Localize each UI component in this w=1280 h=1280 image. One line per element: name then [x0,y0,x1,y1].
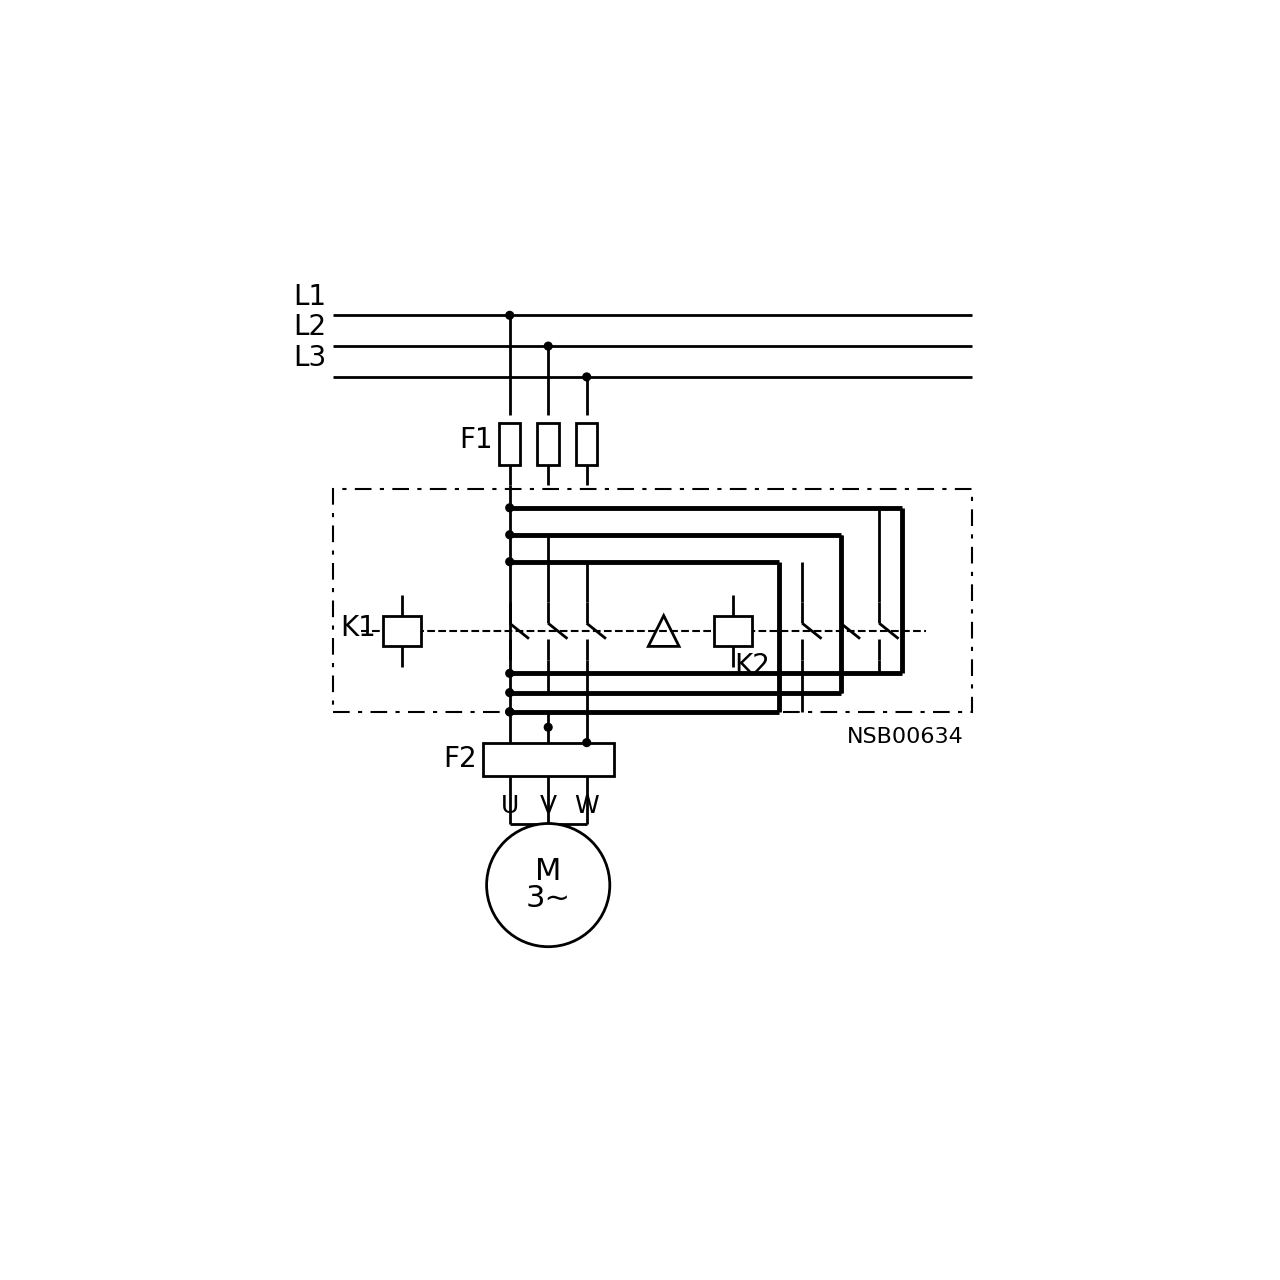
Circle shape [506,531,513,539]
Text: V: V [540,794,557,818]
Text: F2: F2 [443,745,476,773]
Circle shape [506,311,513,319]
Text: L2: L2 [293,314,326,342]
Text: U: U [500,794,518,818]
Text: L3: L3 [293,344,326,372]
Bar [538,424,559,466]
Bar [499,424,521,466]
Bar [576,424,598,466]
Text: L1: L1 [293,283,326,311]
Circle shape [486,823,609,947]
Bar [333,489,972,712]
Circle shape [506,669,513,677]
Circle shape [506,708,513,716]
Circle shape [506,558,513,566]
Bar [383,617,421,645]
Circle shape [506,504,513,512]
Text: NSB00634: NSB00634 [847,727,964,748]
Circle shape [506,708,513,716]
Circle shape [582,739,590,746]
Text: M: M [535,856,562,886]
Circle shape [544,723,552,731]
Bar [714,617,753,645]
Text: F1: F1 [460,426,493,454]
Circle shape [544,342,552,349]
Circle shape [582,372,590,380]
Text: W: W [575,794,599,818]
Text: 3~: 3~ [526,884,571,914]
Bar [483,742,613,776]
Text: K2: K2 [735,652,771,680]
Text: K1: K1 [340,614,376,641]
Circle shape [506,689,513,696]
